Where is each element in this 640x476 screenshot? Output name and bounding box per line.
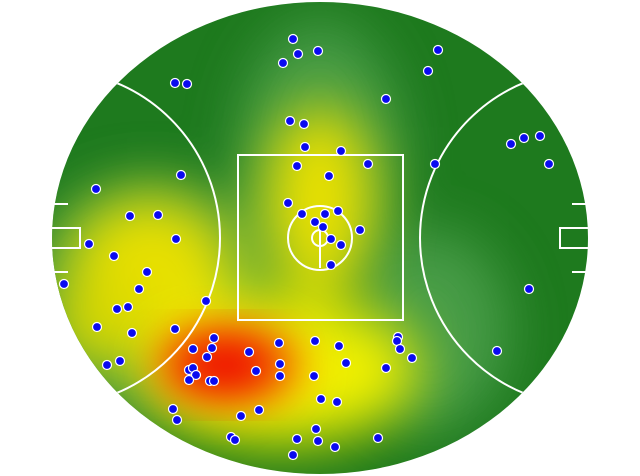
- point: [277, 57, 289, 69]
- point: [282, 197, 294, 209]
- point: [122, 301, 134, 313]
- point: [309, 216, 321, 228]
- point: [308, 370, 320, 382]
- point: [152, 209, 164, 221]
- point: [319, 208, 331, 220]
- point: [362, 158, 374, 170]
- point: [169, 323, 181, 335]
- point: [380, 93, 392, 105]
- point: [114, 355, 126, 367]
- point: [111, 303, 123, 315]
- point: [323, 170, 335, 182]
- point: [291, 433, 303, 445]
- point: [253, 404, 265, 416]
- point: [325, 259, 337, 271]
- point: [126, 327, 138, 339]
- point: [333, 340, 345, 352]
- point: [133, 283, 145, 295]
- point: [190, 369, 202, 381]
- point: [287, 33, 299, 45]
- point: [274, 358, 286, 370]
- point: [406, 352, 418, 364]
- point: [287, 449, 299, 461]
- point: [491, 345, 503, 357]
- point: [208, 375, 220, 387]
- point: [175, 169, 187, 181]
- point: [331, 396, 343, 408]
- point: [187, 343, 199, 355]
- point: [422, 65, 434, 77]
- point: [543, 158, 555, 170]
- point: [58, 278, 70, 290]
- point: [235, 410, 247, 422]
- point: [170, 233, 182, 245]
- point: [432, 44, 444, 56]
- field-lines: [52, 69, 588, 407]
- point: [91, 321, 103, 333]
- point: [340, 357, 352, 369]
- point: [101, 359, 113, 371]
- point: [299, 141, 311, 153]
- point: [310, 423, 322, 435]
- point: [505, 138, 517, 150]
- point: [229, 434, 241, 446]
- point: [201, 351, 213, 363]
- point: [141, 266, 153, 278]
- point: [332, 205, 344, 217]
- point: [273, 337, 285, 349]
- point: [325, 233, 337, 245]
- point: [523, 283, 535, 295]
- point: [167, 403, 179, 415]
- point: [335, 145, 347, 157]
- point: [171, 414, 183, 426]
- points: [58, 33, 555, 461]
- point: [354, 224, 366, 236]
- point: [250, 365, 262, 377]
- point: [329, 441, 341, 453]
- point: [90, 183, 102, 195]
- point: [380, 362, 392, 374]
- point: [208, 332, 220, 344]
- point: [108, 250, 120, 262]
- point: [124, 210, 136, 222]
- point: [183, 374, 195, 386]
- point: [534, 130, 546, 142]
- point: [312, 45, 324, 57]
- point: [312, 435, 324, 447]
- point: [518, 132, 530, 144]
- point: [169, 77, 181, 89]
- point: [317, 221, 329, 233]
- point: [429, 158, 441, 170]
- point: [200, 295, 212, 307]
- point: [274, 370, 286, 382]
- point: [292, 48, 304, 60]
- point: [335, 239, 347, 251]
- point: [372, 432, 384, 444]
- point: [243, 346, 255, 358]
- point: [394, 343, 406, 355]
- point: [181, 78, 193, 90]
- point: [284, 115, 296, 127]
- point: [298, 118, 310, 130]
- point: [309, 335, 321, 347]
- point: [83, 238, 95, 250]
- point: [291, 160, 303, 172]
- point: [206, 342, 218, 354]
- point: [296, 208, 308, 220]
- point: [315, 393, 327, 405]
